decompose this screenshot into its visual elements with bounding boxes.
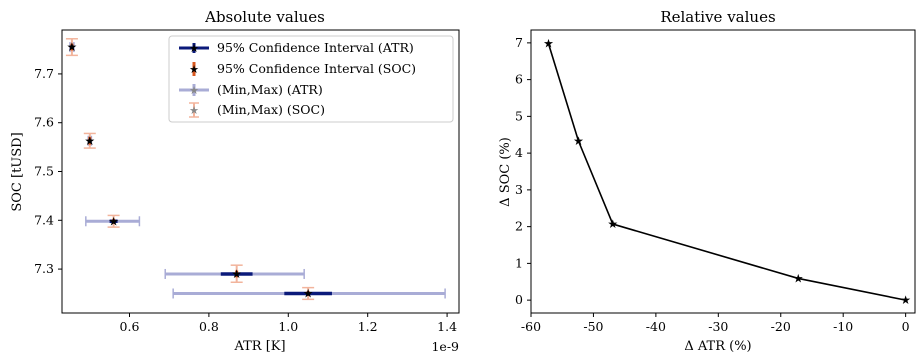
relative-series-line bbox=[548, 44, 905, 301]
left-y-tick-label: 7.4 bbox=[34, 212, 54, 227]
data-point-marker: ★ bbox=[67, 40, 78, 54]
left-y-tick-label: 7.6 bbox=[34, 115, 54, 130]
legend-marker-soc-ci: ★ bbox=[189, 62, 199, 76]
right-y-tick-label: 0 bbox=[515, 292, 523, 307]
relative-data-point: ★ bbox=[793, 271, 804, 285]
right-x-tick-label: -60 bbox=[521, 319, 541, 334]
right-y-tick-label: 3 bbox=[515, 182, 523, 197]
left-y-tick-label: 7.3 bbox=[34, 261, 54, 276]
data-point-marker: ★ bbox=[231, 267, 242, 281]
legend-label-soc-minmax: (Min,Max) (SOC) bbox=[217, 102, 325, 117]
right-y-tick-label: 1 bbox=[515, 255, 523, 270]
svg-text:★: ★ bbox=[189, 104, 199, 117]
left-x-tick-label: 1.4 bbox=[437, 319, 457, 334]
legend: ★ 95% Confidence Interval (ATR) ★ 95% Co… bbox=[169, 36, 453, 122]
svg-text:★: ★ bbox=[189, 84, 199, 97]
left-x-offset-label: 1e-9 bbox=[431, 339, 459, 354]
svg-text:★: ★ bbox=[189, 42, 199, 55]
left-x-axis-label: ATR [K] bbox=[233, 339, 285, 354]
data-point-marker: ★ bbox=[303, 286, 314, 300]
right-y-tick-label: 2 bbox=[515, 219, 523, 234]
right-y-tick-label: 4 bbox=[515, 145, 523, 160]
right-y-axis-label: Δ SOC (%) bbox=[498, 137, 513, 207]
right-x-tick-label: -20 bbox=[771, 319, 791, 334]
data-point-marker: ★ bbox=[108, 214, 119, 228]
absolute-values-panel: Absolute values 0.6 0.8 1.0 1.2 1.4 7.3 7.4 7.5… bbox=[10, 8, 459, 354]
right-y-tick-label: 5 bbox=[515, 108, 523, 123]
left-x-tick-label: 0.8 bbox=[199, 319, 219, 334]
right-x-tick-label: -10 bbox=[833, 319, 853, 334]
left-chart-title: Absolute values bbox=[204, 8, 325, 26]
legend-label-soc-ci: 95% Confidence Interval (SOC) bbox=[217, 61, 416, 76]
right-y-tick-label: 6 bbox=[515, 72, 523, 87]
left-x-tick-label: 1.2 bbox=[358, 319, 378, 334]
right-axes-frame bbox=[531, 30, 915, 313]
right-x-tick-label: -40 bbox=[646, 319, 666, 334]
legend-marker-soc-minmax: ★ bbox=[189, 103, 199, 117]
left-x-tick-label: 1.0 bbox=[278, 319, 298, 334]
left-x-tick-label: 0.6 bbox=[120, 319, 140, 334]
right-chart-title: Relative values bbox=[660, 8, 775, 26]
right-x-tick-label: -50 bbox=[583, 319, 603, 334]
relative-data-point: ★ bbox=[900, 293, 911, 307]
data-point-marker: ★ bbox=[84, 134, 95, 148]
right-y-tick-label: 7 bbox=[515, 35, 523, 50]
legend-label-atr-ci: 95% Confidence Interval (ATR) bbox=[217, 40, 414, 55]
left-y-axis-label: SOC [tUSD] bbox=[10, 132, 25, 211]
left-y-tick-label: 7.7 bbox=[34, 66, 54, 81]
relative-data-point: ★ bbox=[543, 37, 554, 51]
svg-text:★: ★ bbox=[189, 63, 199, 76]
relative-data-point: ★ bbox=[607, 217, 618, 231]
relative-values-panel: Relative values -60 -50 -40 -30 -20 -10 0 0 1 2 3 4… bbox=[498, 8, 915, 354]
right-x-tick-label: -30 bbox=[708, 319, 728, 334]
right-plot-area: -60 -50 -40 -30 -20 -10 0 0 1 2 3 4 5 6 7 ★ ★ ★ ★ ★ bbox=[515, 35, 911, 334]
legend-entry-soc-ci: ★ 95% Confidence Interval (SOC) bbox=[189, 61, 416, 76]
right-x-axis-label: Δ ATR (%) bbox=[684, 339, 751, 354]
relative-data-point: ★ bbox=[573, 134, 584, 148]
right-x-tick-label: 0 bbox=[902, 319, 910, 334]
legend-label-atr-minmax: (Min,Max) (ATR) bbox=[217, 82, 323, 97]
left-y-tick-label: 7.5 bbox=[34, 164, 54, 179]
